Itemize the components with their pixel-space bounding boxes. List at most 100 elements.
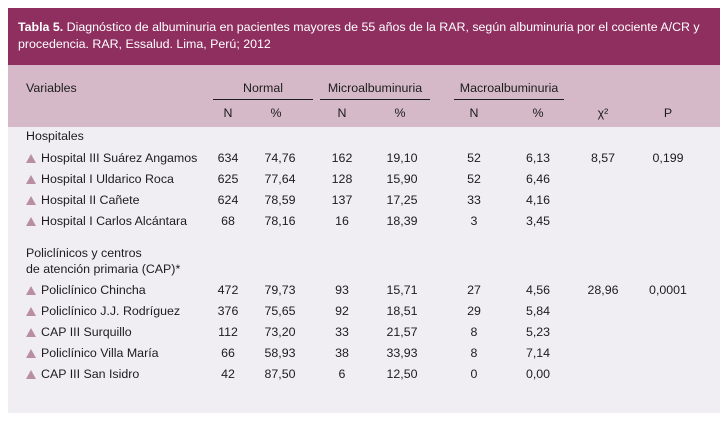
cell-pct-normal: 58,93 — [264, 346, 296, 360]
header-pct-normal: % — [270, 106, 282, 120]
triangle-bullet-icon — [26, 328, 36, 337]
cell-pct-normal: 78,16 — [264, 214, 296, 228]
cell-p-value: 0,199 — [652, 151, 684, 165]
table-title-bar: Tabla 5. Diagnóstico de albuminuria en p… — [8, 8, 720, 65]
cell-pct-micro: 12,50 — [386, 367, 418, 381]
header-micro: Microalbuminuria — [327, 81, 423, 95]
cell-p-value: 0,0001 — [649, 283, 687, 297]
cell-n-macro: 52 — [467, 151, 481, 165]
row-label: Hospital I Carlos Alcántara — [26, 214, 187, 228]
header-n-macro: N — [469, 106, 479, 120]
header-chi-square: χ² — [597, 106, 609, 120]
cell-pct-macro: 6,13 — [525, 151, 551, 165]
cell-pct-macro: 3,45 — [525, 214, 551, 228]
cell-pct-micro: 19,10 — [386, 151, 418, 165]
cell-pct-macro: 4,16 — [525, 193, 551, 207]
triangle-bullet-icon — [26, 286, 36, 295]
cell-n-normal: 472 — [217, 283, 239, 297]
cell-n-normal: 625 — [217, 172, 239, 186]
table-header: Variables Normal Microalbuminuria Macroa… — [8, 65, 720, 127]
cell-pct-macro: 7,14 — [525, 346, 551, 360]
row-label: Policlínico J.J. Rodríguez — [26, 304, 180, 318]
triangle-bullet-icon — [26, 217, 36, 226]
row-label: Hospital II Cañete — [26, 193, 140, 207]
header-micro-rule — [320, 99, 430, 100]
header-p-value: P — [663, 106, 673, 120]
section-hospitales-title: Hospitales — [26, 129, 84, 143]
cell-n-micro: 162 — [331, 151, 353, 165]
triangle-bullet-icon — [26, 175, 36, 184]
row-label: Hospital I Uldarico Roca — [26, 172, 174, 186]
header-pct-macro: % — [532, 106, 544, 120]
header-pct-micro: % — [394, 106, 406, 120]
cell-n-normal: 68 — [221, 214, 235, 228]
cell-n-normal: 66 — [221, 346, 235, 360]
cell-pct-micro: 17,25 — [386, 193, 418, 207]
cell-pct-normal: 73,20 — [264, 325, 296, 339]
row-label: Hospital III Suárez Angamos — [26, 151, 197, 165]
row-label: Policlínico Villa María — [26, 346, 159, 360]
header-variables: Variables — [26, 81, 77, 95]
cell-n-micro: 16 — [335, 214, 349, 228]
triangle-bullet-icon — [26, 196, 36, 205]
cell-pct-macro: 0,00 — [525, 367, 551, 381]
cell-n-micro: 92 — [335, 304, 349, 318]
section-title-line: Policlínicos y centros — [26, 246, 142, 260]
cell-pct-macro: 5,84 — [525, 304, 551, 318]
triangle-bullet-icon — [26, 349, 36, 358]
cell-n-macro: 3 — [470, 214, 478, 228]
cell-pct-micro: 33,93 — [386, 346, 418, 360]
row-label: CAP III Surquillo — [26, 325, 132, 339]
cell-n-micro: 6 — [338, 367, 346, 381]
cell-pct-normal: 74,76 — [264, 151, 296, 165]
cell-n-macro: 8 — [470, 325, 478, 339]
cell-n-normal: 112 — [218, 325, 238, 339]
header-normal-rule — [213, 99, 313, 100]
table-frame: Tabla 5. Diagnóstico de albuminuria en p… — [8, 8, 720, 413]
header-macro-rule — [454, 99, 564, 100]
cell-n-macro: 33 — [467, 193, 481, 207]
cell-n-macro: 0 — [470, 367, 478, 381]
cell-pct-macro: 6,46 — [525, 172, 551, 186]
cell-pct-micro: 18,39 — [386, 214, 418, 228]
cell-n-micro: 33 — [335, 325, 349, 339]
table-number: Tabla 5. — [18, 20, 64, 34]
header-normal: Normal — [243, 81, 283, 95]
row-label: Policlínico Chincha — [26, 283, 146, 297]
table-title: Tabla 5. Diagnóstico de albuminuria en p… — [18, 19, 712, 53]
cell-pct-normal: 77,64 — [264, 172, 296, 186]
cell-n-normal: 42 — [221, 367, 235, 381]
cell-pct-normal: 78,59 — [264, 193, 296, 207]
cell-pct-normal: 87,50 — [264, 367, 296, 381]
table-caption: Diagnóstico de albuminuria en pacientes … — [18, 20, 700, 51]
cell-pct-micro: 15,71 — [386, 283, 418, 297]
triangle-bullet-icon — [26, 154, 36, 163]
cell-n-macro: 52 — [467, 172, 481, 186]
cell-chi-square: 8,57 — [590, 151, 616, 165]
cell-pct-macro: 5,23 — [525, 325, 551, 339]
cell-pct-macro: 4,56 — [525, 283, 551, 297]
triangle-bullet-icon — [26, 307, 36, 316]
cell-n-micro: 128 — [331, 172, 353, 186]
section-title-line: de atención primaria (CAP)* — [26, 262, 181, 276]
cell-n-macro: 27 — [467, 283, 481, 297]
cell-pct-normal: 79,73 — [264, 283, 296, 297]
header-n-micro: N — [337, 106, 347, 120]
row-label: CAP III San Isidro — [26, 367, 139, 381]
section-policlinicos-title: Policlínicos y centros de atención prima… — [26, 245, 180, 277]
triangle-bullet-icon — [26, 370, 36, 379]
cell-n-micro: 38 — [335, 346, 349, 360]
cell-n-normal: 634 — [217, 151, 239, 165]
cell-pct-micro: 15,90 — [386, 172, 418, 186]
cell-pct-micro: 18,51 — [386, 304, 418, 318]
cell-n-normal: 376 — [217, 304, 239, 318]
cell-pct-normal: 75,65 — [264, 304, 296, 318]
cell-n-normal: 624 — [217, 193, 239, 207]
cell-n-micro: 93 — [335, 283, 349, 297]
header-n-normal: N — [223, 106, 233, 120]
header-macro: Macroalbuminuria — [459, 81, 559, 95]
cell-pct-micro: 21,57 — [386, 325, 418, 339]
cell-n-macro: 29 — [467, 304, 481, 318]
cell-n-macro: 8 — [470, 346, 478, 360]
cell-chi-square: 28,96 — [587, 283, 619, 297]
